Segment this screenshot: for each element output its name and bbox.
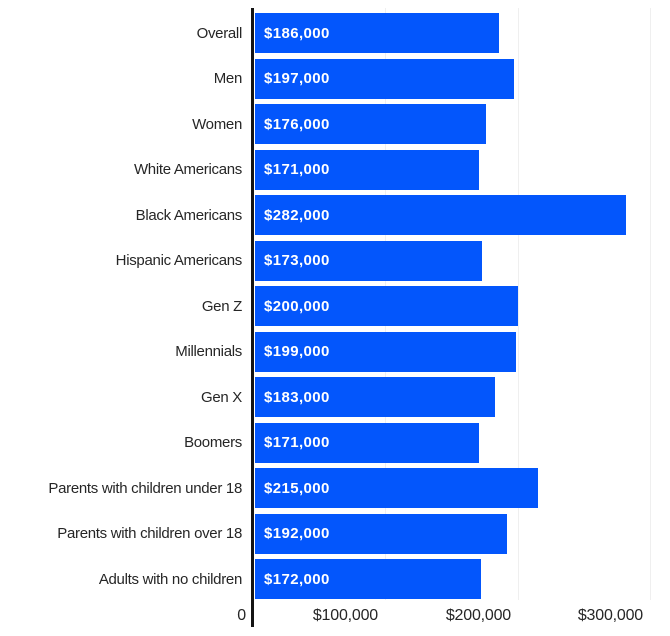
chart-row: Millennials $199,000 <box>0 331 670 372</box>
bar-value-label: $186,000 <box>264 24 330 42</box>
chart-rows: Overall $186,000 Men $197,000 Women $176… <box>0 13 670 599</box>
bar: $197,000 <box>255 58 514 99</box>
chart-row: Parents with children over 18 $192,000 <box>0 513 670 554</box>
chart-row: Adults with no children $172,000 <box>0 559 670 599</box>
x-axis-tick-label: 0 <box>237 607 246 624</box>
bar: $173,000 <box>255 240 482 281</box>
gridline <box>518 8 519 600</box>
chart-row: Parents with children under 18 $215,000 <box>0 468 670 508</box>
bar-value-label: $192,000 <box>264 525 330 542</box>
bar-value-label: $176,000 <box>264 115 330 133</box>
category-label: Parents with children under 18 <box>48 479 242 497</box>
category-label: Adults with no children <box>98 570 242 588</box>
bar: $186,000 <box>255 13 499 53</box>
x-axis-tick-label: $100,000 <box>312 607 378 624</box>
bar: $282,000 <box>255 195 626 235</box>
category-label: Black Americans <box>135 206 243 224</box>
bar-value-label: $197,000 <box>264 70 330 87</box>
bar-value-label: $199,000 <box>264 343 330 360</box>
chart-row: White Americans $171,000 <box>0 149 670 190</box>
x-axis-tick-label: $200,000 <box>445 607 511 624</box>
chart-row: Gen Z $200,000 <box>0 286 670 326</box>
category-label: Boomers <box>184 434 242 451</box>
bar: $215,000 <box>255 468 538 508</box>
y-axis-line <box>251 8 254 627</box>
chart-row: Gen X $183,000 <box>0 377 670 417</box>
category-label: Men <box>213 70 243 87</box>
bar-value-label: $282,000 <box>264 206 330 224</box>
category-label: Women <box>192 115 242 133</box>
bar: $199,000 <box>255 331 516 372</box>
chart-row: Hispanic Americans $173,000 <box>0 240 670 281</box>
bar-value-label: $173,000 <box>264 252 330 269</box>
gridline <box>650 8 651 600</box>
chart-row: Men $197,000 <box>0 58 670 99</box>
x-axis-tick-label: $300,000 <box>577 607 643 624</box>
bar: $176,000 <box>255 104 486 144</box>
category-label: White Americans <box>133 161 242 178</box>
category-label: Overall <box>196 24 243 42</box>
bar: $172,000 <box>255 559 481 599</box>
bar-value-label: $171,000 <box>264 161 330 178</box>
bar-value-label: $171,000 <box>264 434 330 451</box>
category-label: Hispanic Americans <box>115 252 243 269</box>
chart-row: Overall $186,000 <box>0 13 670 53</box>
category-label: Gen Z <box>201 297 242 315</box>
bar: $200,000 <box>255 286 518 326</box>
category-label: Gen X <box>200 388 242 406</box>
bar-value-label: $215,000 <box>264 479 330 497</box>
category-label: Parents with children over 18 <box>57 525 242 542</box>
bar: $171,000 <box>255 422 479 463</box>
bar: $171,000 <box>255 149 479 190</box>
bar: $192,000 <box>255 513 507 554</box>
bar-value-label: $183,000 <box>264 388 330 406</box>
chart-row: Black Americans $282,000 <box>0 195 670 235</box>
chart-row: Boomers $171,000 <box>0 422 670 463</box>
bar-value-label: $200,000 <box>264 297 330 315</box>
category-label: Millennials <box>175 343 242 360</box>
bar: $183,000 <box>255 377 495 417</box>
bar-value-label: $172,000 <box>264 570 330 588</box>
x-axis: 0 $100,000 $200,000 $300,000 <box>0 607 670 627</box>
chart-row: Women $176,000 <box>0 104 670 144</box>
